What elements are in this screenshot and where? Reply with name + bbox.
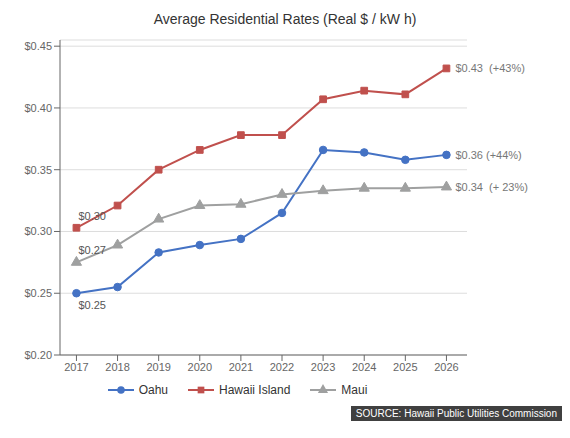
svg-text:2020: 2020 — [188, 361, 212, 373]
svg-text:2024: 2024 — [352, 361, 376, 373]
svg-text:$0.34 (+ 23%): $0.34 (+ 23%) — [455, 181, 527, 193]
svg-text:$0.35: $0.35 — [24, 164, 52, 176]
svg-text:2018: 2018 — [105, 361, 129, 373]
html-text:Maui: Maui — [341, 383, 368, 397]
svg-text:2026: 2026 — [434, 361, 458, 373]
html-text:Average Residential Rates (Rea: Average Residential Rates (Real $ / kW h… — [153, 11, 417, 27]
svg-text:$0.40: $0.40 — [24, 102, 52, 114]
html-text:Oahu: Oahu — [138, 383, 168, 397]
html-text:Hawaii Island: Hawaii Island — [219, 383, 291, 397]
svg-text:$0.27: $0.27 — [78, 244, 106, 256]
svg-text:$0.30: $0.30 — [78, 210, 106, 222]
svg-text:2025: 2025 — [393, 361, 417, 373]
svg-text:2022: 2022 — [270, 361, 294, 373]
svg-text:$0.36 (+44%): $0.36 (+44%) — [455, 149, 521, 161]
svg-text:$0.45: $0.45 — [24, 40, 52, 52]
svg-text:2021: 2021 — [229, 361, 253, 373]
svg-text:$0.43 (+43%): $0.43 (+43%) — [455, 62, 524, 74]
svg-text:$0.30: $0.30 — [24, 225, 52, 237]
svg-text:$0.25: $0.25 — [78, 299, 106, 311]
svg-text:2019: 2019 — [146, 361, 170, 373]
html-text:SOURCE: Hawaii Public Utilitie: SOURCE: Hawaii Public Utilities Commissi… — [355, 408, 557, 419]
svg-text:2017: 2017 — [64, 361, 88, 373]
svg-text:$0.20: $0.20 — [24, 349, 52, 361]
svg-text:$0.25: $0.25 — [24, 287, 52, 299]
svg-text:2023: 2023 — [311, 361, 335, 373]
